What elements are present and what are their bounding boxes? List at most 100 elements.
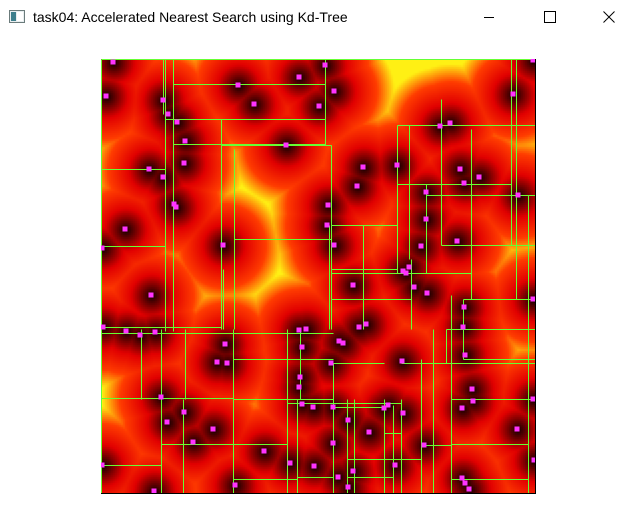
site-point — [531, 457, 535, 463]
site-point — [459, 405, 465, 411]
site-point — [160, 97, 166, 103]
site-point — [469, 386, 475, 392]
site-point — [423, 216, 429, 222]
window-title: task04: Accelerated Nearest Search using… — [33, 9, 348, 25]
close-button[interactable] — [586, 0, 632, 34]
site-point — [345, 417, 351, 423]
site-point — [331, 242, 337, 248]
site-point — [171, 201, 177, 207]
site-point — [385, 402, 391, 408]
site-point — [324, 222, 330, 228]
site-point — [152, 329, 158, 335]
site-point — [299, 344, 305, 350]
site-point — [123, 328, 129, 334]
site-point — [356, 324, 362, 330]
app-window-icon — [9, 10, 25, 23]
site-point — [424, 290, 430, 296]
site-point — [411, 284, 417, 290]
site-point — [214, 359, 220, 365]
site-point — [400, 410, 406, 416]
site-point — [330, 440, 336, 446]
site-point — [311, 463, 317, 469]
site-point — [224, 360, 230, 366]
site-point — [287, 460, 293, 466]
site-point — [459, 475, 465, 481]
site-point — [251, 101, 257, 107]
site-point — [394, 162, 400, 168]
site-point — [437, 123, 443, 129]
maximize-button[interactable] — [527, 0, 573, 34]
kd-tree-visualization — [101, 59, 536, 494]
site-point — [222, 341, 228, 347]
site-point — [160, 174, 166, 180]
site-point — [181, 409, 187, 415]
site-point — [322, 62, 328, 68]
site-point — [297, 374, 303, 380]
site-point — [158, 394, 164, 400]
site-point — [101, 324, 106, 330]
site-point — [330, 404, 336, 410]
site-point — [101, 245, 105, 251]
minimize-icon — [484, 17, 494, 18]
site-point — [331, 88, 337, 94]
site-point — [316, 103, 322, 109]
site-point — [151, 488, 157, 493]
kd-tree-overlay — [101, 59, 535, 493]
site-point — [530, 296, 535, 302]
site-point — [181, 160, 187, 166]
site-point — [421, 442, 427, 448]
site-point — [403, 270, 409, 276]
site-point — [336, 338, 342, 344]
site-point — [299, 401, 305, 407]
site-point — [146, 166, 152, 172]
site-point — [174, 119, 180, 125]
site-point — [423, 189, 429, 195]
site-point — [296, 74, 302, 80]
site-point — [303, 326, 309, 332]
site-point — [261, 448, 267, 454]
site-point — [462, 480, 468, 486]
site-point — [310, 404, 316, 410]
site-point — [399, 358, 405, 364]
site-point — [220, 242, 226, 248]
site-point — [173, 204, 179, 210]
maximize-icon — [544, 11, 556, 23]
site-point — [360, 164, 366, 170]
site-point — [345, 484, 351, 490]
minimize-button[interactable] — [466, 0, 512, 34]
site-point — [510, 91, 516, 97]
site-point — [400, 268, 406, 274]
site-point — [110, 59, 116, 65]
site-point — [182, 138, 188, 144]
site-point — [530, 396, 535, 402]
site-point — [328, 360, 334, 366]
site-point — [283, 142, 289, 148]
site-point — [366, 429, 372, 435]
site-point — [461, 304, 467, 310]
site-point — [101, 462, 105, 468]
site-point — [447, 120, 453, 126]
site-point — [470, 398, 476, 404]
site-point — [514, 426, 520, 432]
site-point — [476, 174, 482, 180]
site-point — [325, 202, 331, 208]
site-point — [235, 82, 241, 88]
site-point — [296, 384, 302, 390]
site-point — [392, 462, 398, 468]
site-point — [103, 93, 109, 99]
site-point — [461, 180, 467, 186]
site-point — [457, 166, 463, 172]
site-point — [190, 439, 196, 445]
site-point — [515, 192, 521, 198]
site-point — [406, 264, 412, 270]
site-point — [210, 426, 216, 432]
site-point — [350, 282, 356, 288]
site-point — [340, 340, 346, 346]
site-point — [335, 474, 341, 480]
site-point — [122, 226, 128, 232]
site-point — [165, 111, 171, 117]
site-point — [460, 324, 466, 330]
site-point — [363, 321, 369, 327]
site-point — [454, 238, 460, 244]
site-point — [354, 183, 360, 189]
